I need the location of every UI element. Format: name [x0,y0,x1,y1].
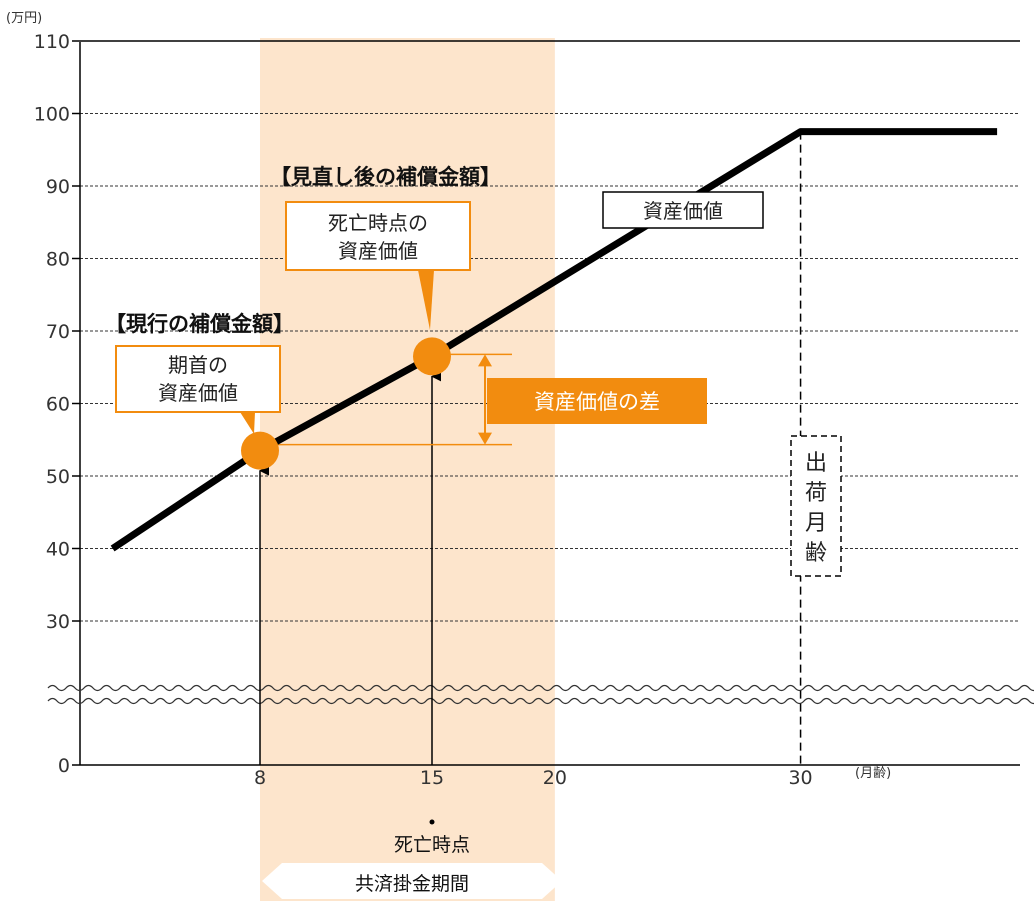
shipping-age-char-1: 出 [805,451,827,476]
highlight-point-8 [241,431,279,470]
y-tick-label-0: 0 [58,755,70,777]
shipping-age-char-4: 齢 [805,541,827,566]
y-tick-labels: 0 30 40 50 60 70 80 90 100 110 [34,31,80,777]
y-tick-label-40: 40 [46,539,70,561]
difference-label-box: 資産価値の差 [487,378,707,424]
axis-break-symbol [47,684,1034,705]
difference-label: 資産価値の差 [534,390,660,414]
premium-period-shading [260,38,555,901]
y-tick-label-110: 110 [34,31,70,53]
difference-arrow-up [478,354,492,367]
callout-death-line1: 死亡時点の [328,211,428,235]
shipping-age-char-2: 荷 [805,481,827,506]
y-tick-label-30: 30 [46,611,70,633]
x-tick-label-30: 30 [788,767,812,789]
difference-indicator [278,353,512,446]
y-tick-label-60: 60 [46,394,70,416]
y-tick-label-80: 80 [46,249,70,271]
callout-start-line2: 資産価値 [158,381,238,405]
premium-period-label: 共済掛金期間 [355,873,469,895]
series-label-box: 資産価値 [602,191,764,229]
x-tick-labels: 8 15 20 30 [254,767,813,789]
x-tick-label-8: 8 [254,767,266,789]
x-tick-label-15: 15 [420,767,444,789]
axis-break-wave-2 [47,697,1034,705]
callout-start-line1: 期首の [168,353,228,377]
x-tick-label-20: 20 [543,767,567,789]
y-tick-label-90: 90 [46,176,70,198]
axis-break-wave-1 [47,684,1034,692]
current-compensation-heading: 【現行の補償金額】 [105,312,294,336]
difference-arrow-down [478,432,492,445]
callout-death-line2: 資産価値 [338,239,418,263]
revised-compensation-heading: 【見直し後の補償金額】 [270,165,501,189]
shipping-age-label-box: 出 荷 月 齢 [790,435,842,577]
premium-period-banner: 共済掛金期間 [262,863,562,899]
callout-start-asset-value: 期首の 資産価値 [115,345,281,434]
y-unit-label: (万円) [6,11,42,26]
shipping-age-char-3: 月 [805,511,827,536]
x-unit-label: (月齢) [855,766,891,781]
highlight-point-15 [413,337,451,376]
y-tick-label-50: 50 [46,466,70,488]
death-point-dot [429,819,435,825]
y-tick-label-70: 70 [46,321,70,343]
highlight-points [241,337,451,470]
death-point-label: 死亡時点 [394,834,470,856]
y-tick-label-100: 100 [34,104,70,126]
callout-death-asset-value: 死亡時点の 資産価値 [285,201,471,330]
series-label: 資産価値 [643,199,723,223]
